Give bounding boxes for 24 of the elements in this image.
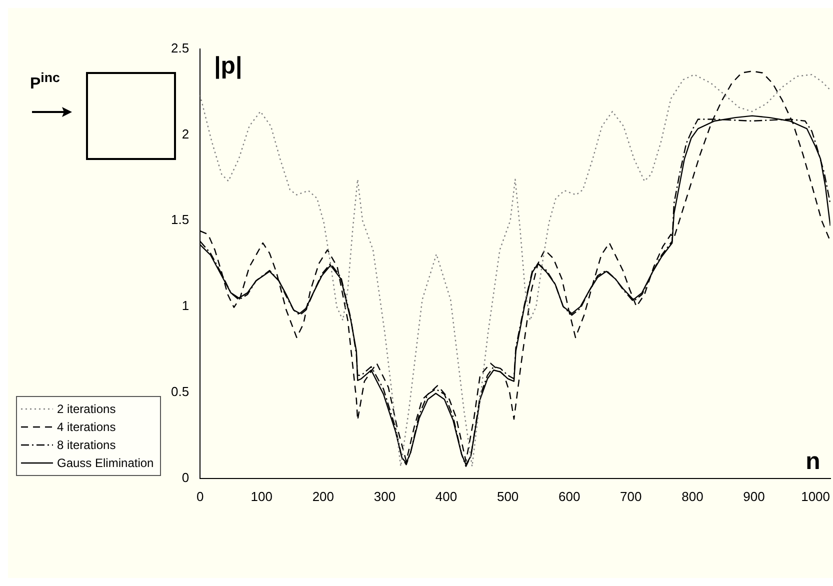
y-tick-label: 2 xyxy=(182,126,190,142)
legend-label: 2 iterations xyxy=(57,402,116,416)
x-tick-label: 0 xyxy=(196,488,204,504)
x-tick-label: 600 xyxy=(558,488,580,504)
y-tick-label: 1.5 xyxy=(170,212,190,228)
x-tick-label: 700 xyxy=(620,488,642,504)
text: P$^{inc}$ xyxy=(30,70,60,94)
legend-label: Gauss Elimination xyxy=(57,456,154,470)
legend-label: 4 iterations xyxy=(57,420,116,434)
x-tick-label: 500 xyxy=(496,488,519,504)
y-tick-label: 0 xyxy=(182,470,190,485)
x-tick-label: 1000 xyxy=(801,488,830,504)
x-tick-label: 300 xyxy=(374,488,396,504)
x-tick-label: 800 xyxy=(682,488,704,504)
y-tick-label: 1 xyxy=(182,298,190,314)
y-tick-label: 2.5 xyxy=(170,40,190,56)
x-tick-label: 200 xyxy=(312,488,334,504)
x-tick-label: 100 xyxy=(250,488,272,504)
x-tick-label: 400 xyxy=(435,488,458,504)
y-tick-label: 0.5 xyxy=(170,384,190,400)
legend-label: 8 iterations xyxy=(57,438,116,452)
y-axis-title: |p| xyxy=(214,52,242,80)
x-axis-title: n xyxy=(806,448,820,476)
x-tick-label: 900 xyxy=(743,488,765,504)
